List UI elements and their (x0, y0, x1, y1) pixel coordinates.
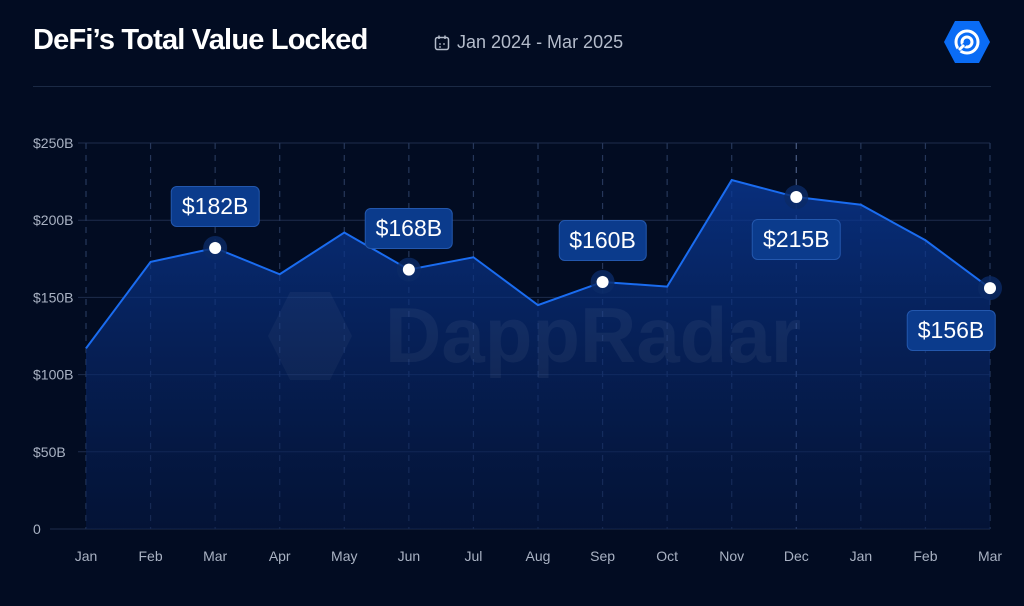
x-tick-label: Feb (913, 548, 937, 564)
value-label: $168B (364, 207, 454, 249)
y-tick-label: 0 (33, 521, 41, 537)
value-label: $215B (752, 219, 841, 261)
x-tick-label: Aug (526, 548, 551, 564)
x-tick-label: Dec (784, 548, 809, 564)
value-label: $182B (170, 185, 260, 227)
y-tick-label: $100B (33, 367, 73, 383)
date-range: Jan 2024 - Mar 2025 (433, 32, 623, 53)
watermark-logo-icon (268, 292, 352, 380)
x-tick-label: Apr (269, 548, 291, 564)
chart-title: DeFi’s Total Value Locked (33, 24, 368, 56)
dappradar-logo (944, 21, 990, 63)
value-label: $160B (558, 219, 647, 261)
y-tick-label: $150B (33, 289, 73, 305)
date-range-text: Jan 2024 - Mar 2025 (457, 32, 624, 52)
calendar-icon (434, 35, 450, 50)
x-tick-label: Jul (464, 548, 482, 564)
x-tick-label: Oct (656, 548, 678, 564)
x-tick-label: Jan (850, 548, 873, 564)
header-divider (33, 86, 991, 87)
x-tick-label: Feb (139, 548, 163, 564)
x-tick-label: Nov (719, 548, 744, 564)
series-line (85, 178, 991, 349)
data-point (402, 263, 415, 276)
watermark-text: DappRadar (385, 291, 801, 379)
y-tick-label: $250B (33, 135, 73, 151)
x-tick-label: Sep (590, 548, 615, 564)
x-tick-label: May (331, 548, 357, 564)
x-tick-label: Mar (978, 548, 1002, 564)
x-tick-label: Jan (75, 548, 98, 564)
data-point (790, 191, 803, 204)
y-tick-label: $200B (33, 212, 73, 228)
data-point (209, 241, 222, 254)
x-tick-label: Mar (203, 548, 227, 564)
data-point (596, 275, 609, 288)
y-tick-label: $50B (33, 444, 66, 460)
value-label: $156B (906, 310, 996, 352)
area-fill (86, 180, 990, 529)
data-point (984, 282, 996, 295)
x-tick-label: Jun (398, 548, 421, 564)
